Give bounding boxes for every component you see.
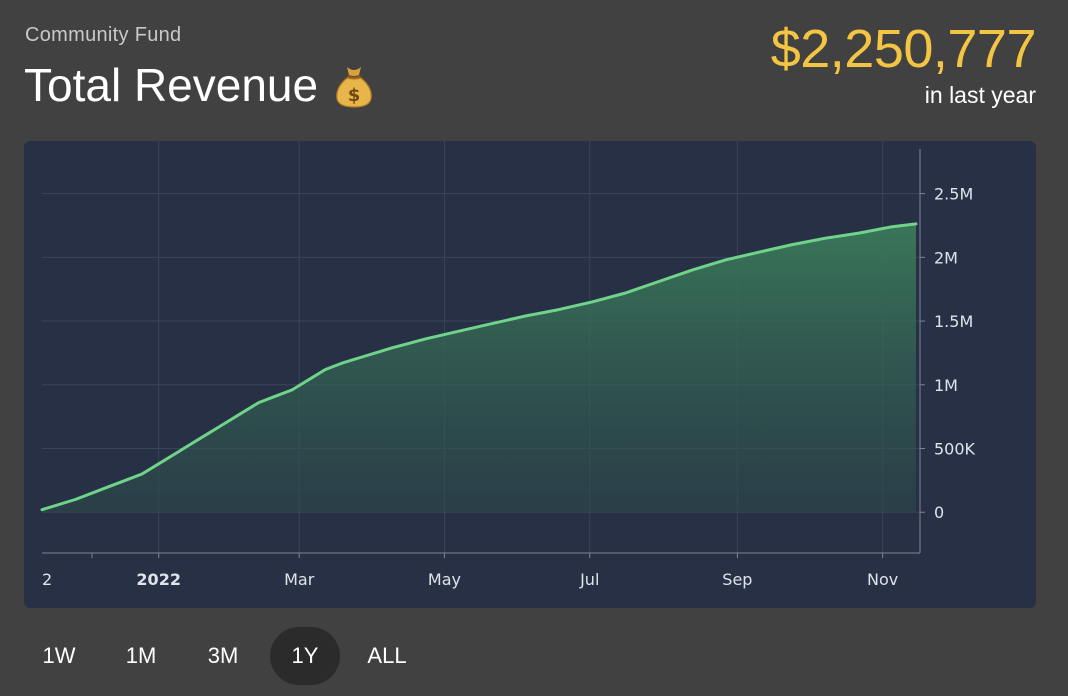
x-tick-label: Jul xyxy=(579,570,599,589)
range-button-1y[interactable]: 1Y xyxy=(270,627,340,685)
revenue-chart-panel[interactable]: 0 500K 1M 1.5M 2M 2.5M 2 2022 Mar May Jul Sep Nov xyxy=(24,141,1036,608)
revenue-area-chart[interactable]: 0 500K 1M 1.5M 2M 2.5M 2 2022 Mar May Jul Sep Nov xyxy=(24,141,1036,608)
x-tick-label: 2022 xyxy=(136,570,181,589)
x-tick-label: Nov xyxy=(867,570,898,589)
chart-area-layer xyxy=(40,222,918,513)
x-tick-label: May xyxy=(428,570,461,589)
revenue-area-fill xyxy=(42,223,916,513)
chart-axes xyxy=(42,149,925,558)
period-label: in last year xyxy=(924,82,1036,108)
range-button-all[interactable]: ALL xyxy=(352,627,422,685)
chart-tick-labels: 0 500K 1M 1.5M 2M 2.5M 2 2022 Mar May Jul Sep Nov xyxy=(42,185,976,589)
x-tick-label: 2 xyxy=(42,570,52,589)
page-title: Total Revenue xyxy=(24,59,319,111)
title-row: Total Revenue $ xyxy=(24,58,374,112)
revenue-line xyxy=(40,222,918,512)
chart-subtitle: Community Fund xyxy=(25,24,182,46)
y-tick-label: 1.5M xyxy=(934,312,973,331)
y-tick-label: 1M xyxy=(934,376,958,395)
svg-text:$: $ xyxy=(348,85,361,106)
y-tick-label: 500K xyxy=(934,439,976,458)
range-button-3m[interactable]: 3M xyxy=(188,627,258,685)
y-tick-label: 2M xyxy=(934,248,958,267)
range-selector: 1W 1M 3M 1Y ALL xyxy=(24,627,434,685)
x-tick-label: Mar xyxy=(284,570,315,589)
y-tick-label: 0 xyxy=(934,503,944,522)
total-revenue-value: $2,250,777 xyxy=(770,19,1037,79)
y-tick-label: 2.5M xyxy=(934,185,973,204)
range-button-1w[interactable]: 1W xyxy=(24,627,94,685)
x-tick-label: Sep xyxy=(722,570,752,589)
money-bag-icon: $ xyxy=(336,67,372,108)
range-button-1m[interactable]: 1M xyxy=(106,627,176,685)
